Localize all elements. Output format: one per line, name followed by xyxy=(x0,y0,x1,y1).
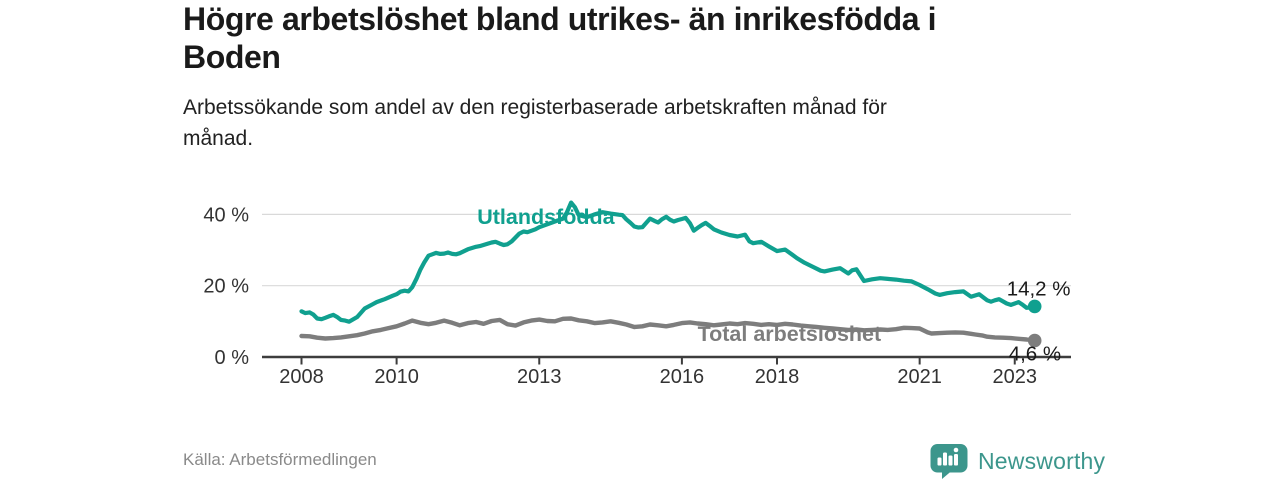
page-subtitle: Arbetssökande som andel av den registerb… xyxy=(183,92,1043,154)
newsworthy-bubble-barchart-icon xyxy=(930,444,968,479)
x-tick-label: 2018 xyxy=(755,366,800,388)
page-title: Högre arbetslöshet bland utrikes- än inr… xyxy=(183,0,1083,76)
source-note: Källa: Arbetsförmedlingen xyxy=(183,450,377,469)
x-tick-label: 2021 xyxy=(897,366,942,388)
x-tick-label: 2013 xyxy=(517,366,562,388)
page-subtitle-line-2: månad. xyxy=(183,127,254,150)
page-title-line-2: Boden xyxy=(183,39,281,75)
x-tick-label: 2008 xyxy=(279,366,324,388)
series-line-utlandsfodda xyxy=(299,200,1037,324)
end-value-label-utlandsfodda: 14,2 % xyxy=(1007,277,1071,300)
series-end-dot-total xyxy=(1027,333,1042,348)
y-tick-label: 0 % xyxy=(215,347,250,369)
x-tick-label: 2016 xyxy=(660,366,705,388)
end-value-label-total: 4,6 % xyxy=(1009,343,1061,366)
series-label-utlandsfodda: Utlandsfödda xyxy=(477,205,615,229)
series-end-dot-utlandsfodda xyxy=(1027,299,1042,314)
page-title-line-1: Högre arbetslöshet bland utrikes- än inr… xyxy=(183,1,937,37)
y-tick-label: 40 % xyxy=(203,204,249,226)
series-line-total xyxy=(299,316,1037,343)
x-tick-label: 2023 xyxy=(993,366,1038,388)
newsworthy-logo[interactable]: Newsworthy xyxy=(929,443,1105,480)
newsworthy-wordmark: Newsworthy xyxy=(978,448,1106,474)
x-tick-label: 2010 xyxy=(374,366,419,388)
page-subtitle-line-1: Arbetssökande som andel av den registerb… xyxy=(183,96,887,119)
y-tick-label: 20 % xyxy=(203,276,249,298)
series-label-total: Total arbetslöshet xyxy=(698,322,882,346)
